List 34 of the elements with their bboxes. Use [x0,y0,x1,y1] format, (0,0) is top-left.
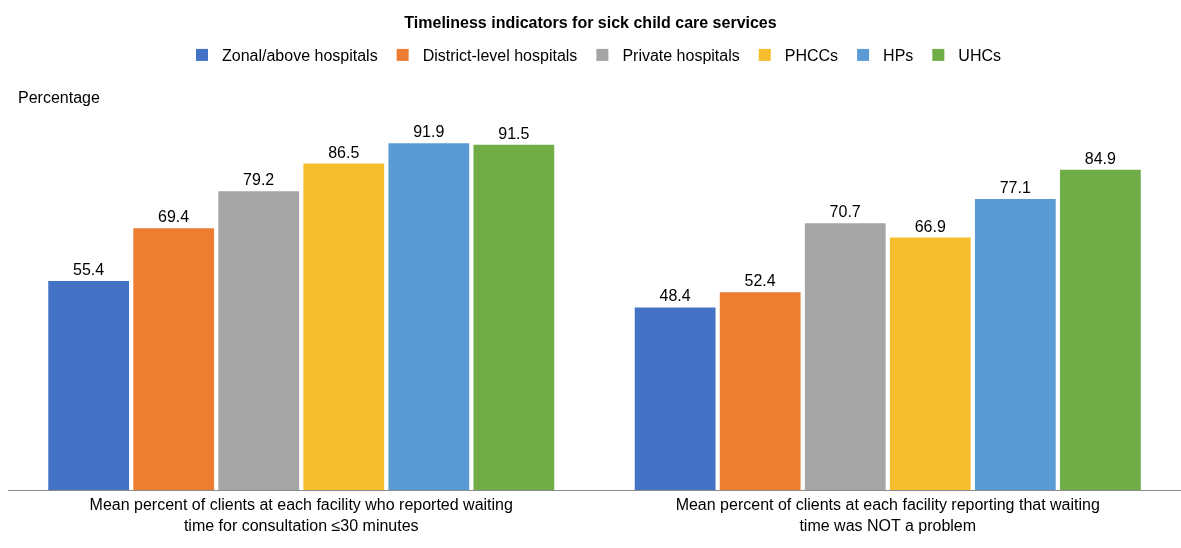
bar [133,228,215,490]
legend-label: HPs [883,47,914,65]
legend-label: Private hospitals [622,47,740,65]
bar [388,143,470,490]
bar [719,292,801,490]
legend-label: Zonal/above hospitals [222,47,378,65]
bar [634,307,716,490]
legend-label: UHCs [958,47,1002,65]
data-label: 86.5 [328,143,360,161]
bar [889,237,971,490]
x-tick-label: Mean percent of clients at each facility reporting that waiting time was NOT a problem [675,496,1100,534]
y-axis-title: Percentage [18,89,100,106]
data-label: 79.2 [243,171,275,189]
data-label: 69.4 [158,208,190,226]
data-label: 55.4 [73,260,105,278]
data-label: 48.4 [659,287,691,305]
bar [48,280,130,490]
x-tick-label: Mean percent of clients at each facility who reported waiting time for consultation ≤30 minutes [89,496,513,534]
legend-label: PHCCs [784,47,839,65]
bar [303,163,385,490]
data-label: 66.9 [914,217,946,235]
data-label: 70.7 [829,203,861,221]
bar [218,191,300,490]
data-label: 84.9 [1084,149,1116,167]
bar [804,223,886,490]
legend-label: District-level hospitals [422,47,578,65]
data-label: 77.1 [999,179,1031,197]
data-label: 91.9 [413,123,445,141]
chart-title: Timeliness indicators for sick child care services [404,13,777,31]
bar [974,199,1056,490]
bar [473,144,555,490]
data-label: 91.5 [498,124,530,142]
bar [1059,169,1141,490]
data-label: 52.4 [744,272,776,290]
